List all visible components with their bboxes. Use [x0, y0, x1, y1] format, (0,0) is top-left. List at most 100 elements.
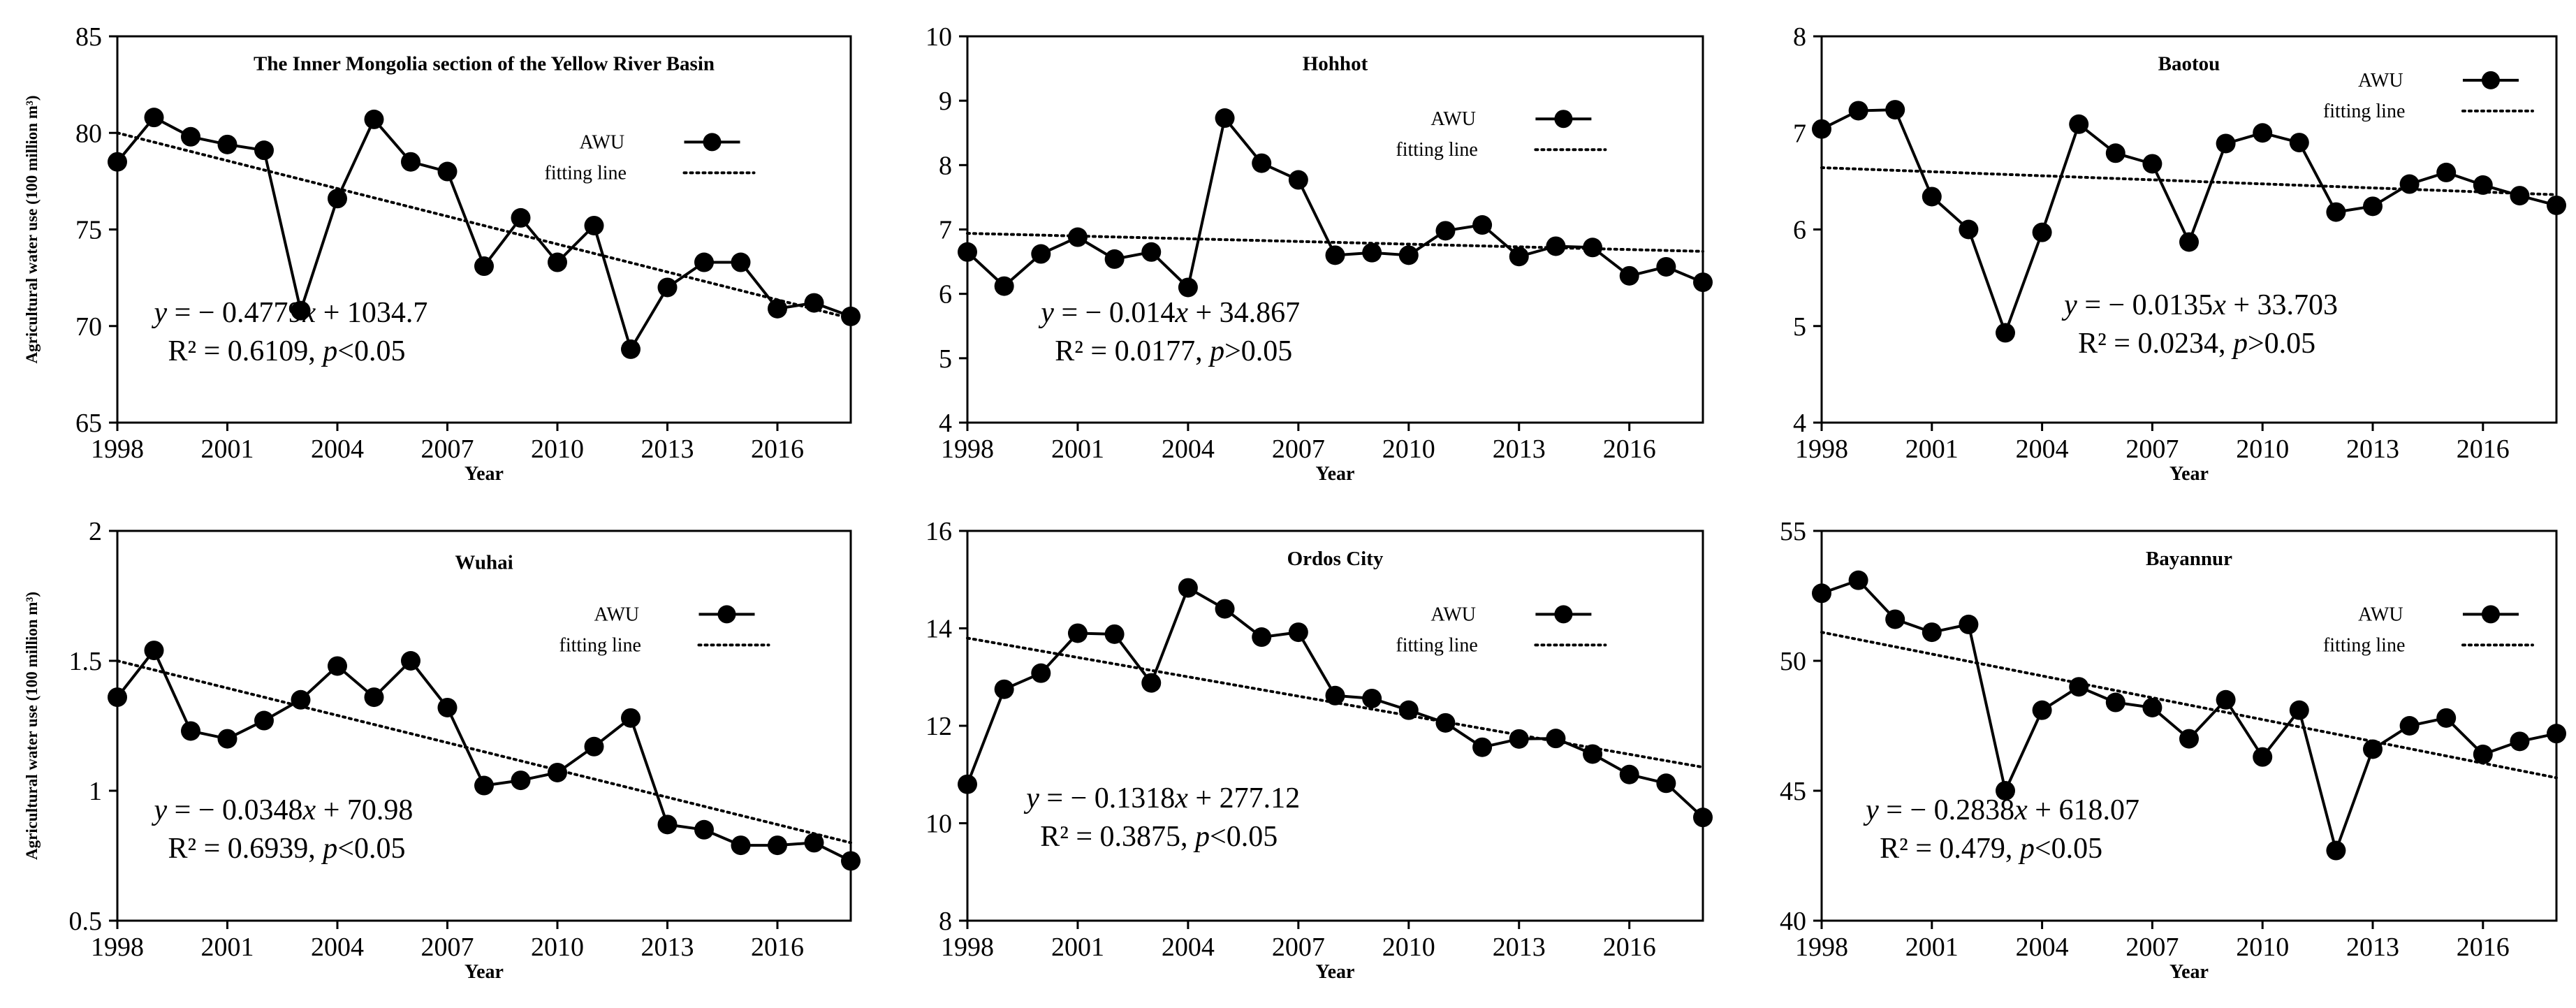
x-tick-label: 2004 [1162, 434, 1215, 464]
x-tick-label: 1998 [941, 434, 994, 464]
awu-data-point [328, 189, 347, 209]
y-tick-label: 6 [1793, 216, 1806, 245]
eq-y-var: y [1038, 297, 1054, 329]
x-tick-label: 2007 [2125, 434, 2179, 464]
eq-intercept: + 33.703 [2226, 289, 2338, 321]
eq-p-value: >0.05 [2248, 328, 2315, 360]
awu-data-point [364, 687, 384, 708]
legend-awu-marker [2481, 605, 2500, 624]
x-axis-label: Year [1316, 961, 1355, 983]
awu-data-point [1325, 685, 1345, 706]
awu-data-point [1398, 245, 1419, 265]
eq-x-var: x [2212, 289, 2226, 321]
legend-awu-label: AWU [594, 604, 640, 625]
x-tick-label: 2010 [2236, 434, 2289, 464]
awu-data-point [2363, 739, 2383, 759]
awu-data-point [958, 774, 977, 794]
awu-data-point [1141, 242, 1162, 262]
awu-data-point [2032, 700, 2052, 720]
plot-frame [116, 529, 852, 922]
awu-data-point [1656, 256, 1676, 277]
eq-r2: R² = 0.0177, [1055, 335, 1210, 367]
regression-equation: y = − 0.0135x + 33.703 [2061, 289, 2338, 321]
awu-data-point [1922, 187, 1942, 207]
y-tick-label: 16 [925, 517, 952, 546]
awu-data-point [2510, 731, 2530, 752]
x-tick-label: 2016 [2457, 434, 2510, 464]
x-tick-label: 2016 [1603, 933, 1656, 962]
y-tick-label: 6 [939, 280, 952, 309]
x-tick-label: 2004 [2016, 933, 2069, 962]
awu-data-point [2547, 724, 2566, 744]
awu-data-point [1215, 599, 1235, 619]
y-tick-label: 8 [1793, 22, 1806, 52]
awu-data-point [1509, 247, 1529, 267]
legend-awu-label: AWU [1430, 604, 1476, 625]
legend-fit-label: fitting line [2323, 101, 2405, 122]
eq-r2: R² = 0.479, [1880, 833, 2020, 865]
regression-equation: y = − 0.014x + 34.867 [1038, 297, 1300, 329]
awu-data-point [841, 851, 861, 871]
regression-stats: R² = 0.0177, p>0.05 [1055, 335, 1292, 367]
awu-data-point [328, 656, 347, 676]
chart-title: Hohhot [1303, 53, 1368, 75]
awu-data-point [1288, 622, 1308, 643]
fitting-line [1820, 631, 2558, 780]
awu-data-point [2253, 747, 2273, 767]
awu-data-point [511, 207, 531, 228]
regression-stats: R² = 0.3875, p<0.05 [1040, 821, 1278, 853]
y-tick-label: 14 [925, 615, 952, 644]
eq-x-var: x [1174, 297, 1188, 329]
x-axis-label: Year [464, 463, 504, 485]
x-tick-label: 2007 [2125, 933, 2179, 962]
x-axis-label: Year [464, 961, 504, 983]
y-tick-label: 40 [1780, 907, 1806, 936]
eq-p-value: <0.05 [337, 335, 405, 367]
chart-panel-3: 4 5 6 7 8 1998 2001 2004 2007 2010 2013 2016 Year Bao… [1793, 22, 2566, 485]
awu-data-point [1656, 773, 1676, 794]
chart-title: The Inner Mongolia section of the Yellow… [254, 53, 715, 75]
y-axis-label: Agricultural water use (100 million m³) [23, 592, 41, 860]
awu-data-point [1472, 737, 1493, 757]
awu-data-point [731, 835, 751, 856]
awu-data-point [291, 300, 311, 321]
y-tick-label: 1.5 [69, 647, 103, 676]
x-tick-label: 2001 [1905, 933, 1959, 962]
awu-data-point [2326, 840, 2346, 861]
eq-slope: = − 0.0348 [167, 794, 302, 826]
awu-data-point [2436, 708, 2457, 728]
awu-data-point [958, 242, 977, 262]
awu-data-point [1848, 101, 1868, 121]
x-tick-label: 2004 [311, 434, 364, 464]
awu-data-point [254, 140, 274, 161]
x-tick-label: 2001 [201, 434, 254, 464]
awu-data-point [1922, 622, 1942, 643]
y-tick-label: 45 [1780, 777, 1806, 806]
awu-data-point [2547, 195, 2566, 215]
regression-equation: y = − 0.0348x + 70.98 [152, 794, 414, 826]
x-tick-label: 1998 [91, 434, 144, 464]
awu-data-point [1812, 583, 1831, 604]
y-tick-label: 8 [939, 907, 952, 936]
y-axis-label: Agricultural water use (100 million m³) [23, 95, 41, 363]
awu-data-point [1619, 764, 1639, 784]
eq-p-var: p [2231, 328, 2248, 360]
awu-data-point [1885, 609, 1905, 629]
y-tick-label: 10 [925, 810, 952, 839]
y-tick-label: 4 [939, 409, 952, 438]
eq-p-var: p [321, 833, 337, 865]
awu-data-point [1215, 108, 1235, 129]
awu-data-point [1546, 236, 1566, 256]
awu-data-point [1472, 215, 1493, 235]
y-tick-label: 70 [75, 312, 102, 342]
awu-data-point [548, 762, 567, 782]
awu-data-point [1996, 323, 2015, 343]
eq-p-value: <0.05 [1210, 821, 1278, 853]
x-tick-label: 1998 [1795, 434, 1848, 464]
eq-slope: = − 0.0135 [2077, 289, 2213, 321]
x-tick-label: 2013 [2346, 434, 2399, 464]
eq-x-var: x [2014, 794, 2028, 826]
awu-data-point [2436, 162, 2457, 182]
awu-data-point [1252, 627, 1272, 648]
x-tick-label: 2007 [1272, 434, 1325, 464]
